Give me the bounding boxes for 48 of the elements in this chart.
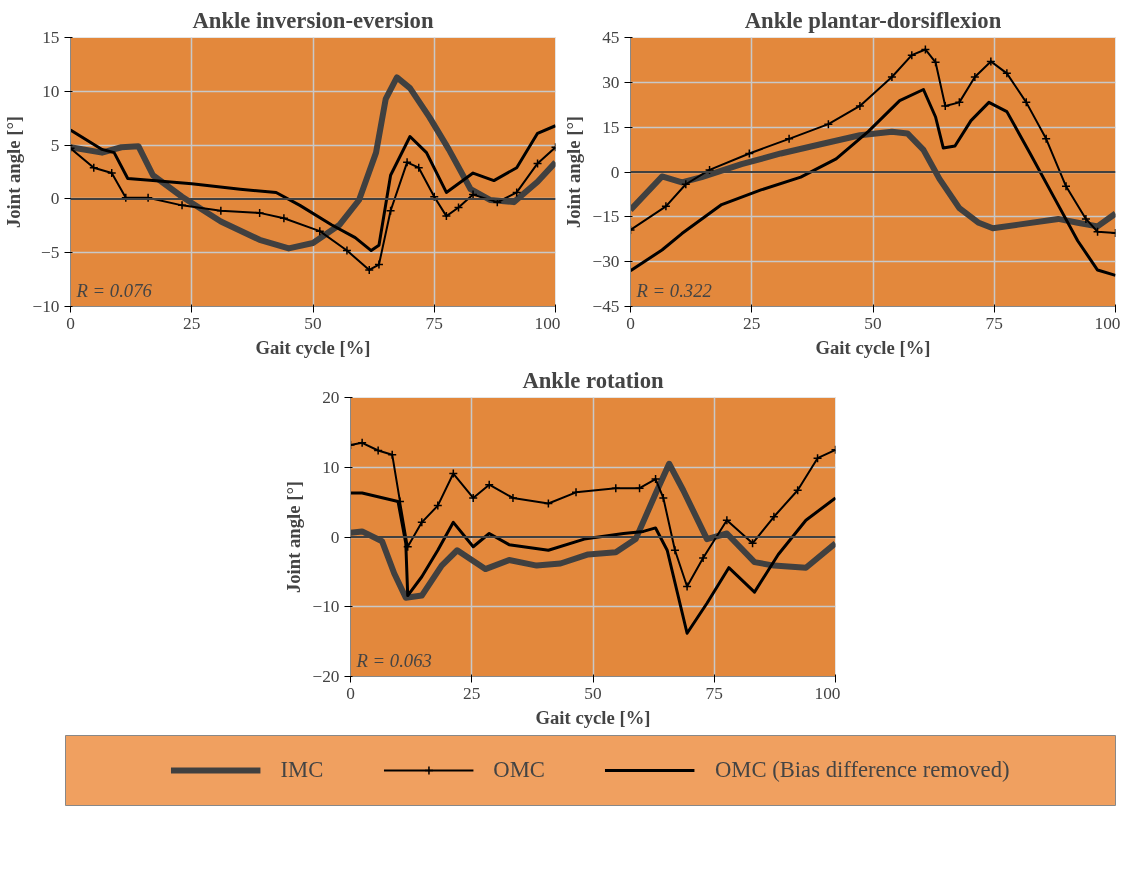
y-tick-label: 0 <box>50 189 60 209</box>
y-tick-label: −30 <box>592 252 620 272</box>
x-tick-label: 75 <box>425 313 443 333</box>
x-tick-label: 50 <box>304 313 322 333</box>
y-tick-label: 15 <box>602 117 620 137</box>
x-axis-title: Gait cycle [%] <box>815 336 931 358</box>
y-tick-label: 10 <box>42 81 60 101</box>
x-tick-label: 25 <box>743 313 761 333</box>
y-tick-label: −10 <box>32 297 60 316</box>
x-tick-label: 50 <box>584 683 602 703</box>
chart-title: Ankle plantar-dorsiflexion <box>744 7 1002 33</box>
x-axis-title: Gait cycle [%] <box>255 336 371 358</box>
annotation: R = 0.076 <box>75 279 153 301</box>
y-tick-label: 0 <box>610 162 620 182</box>
legend-label: IMC <box>280 757 324 783</box>
chart-title: Ankle inversion-eversion <box>192 7 434 33</box>
chart-title: Ankle rotation <box>522 367 664 393</box>
y-tick-label: −10 <box>312 597 340 617</box>
x-axis-title: Gait cycle [%] <box>535 706 651 728</box>
y-tick-label: 15 <box>42 28 60 47</box>
legend-label: OMC <box>493 757 545 783</box>
x-tick-label: 50 <box>864 313 882 333</box>
y-tick-label: 30 <box>602 72 620 92</box>
y-axis-title: Joint angle [°] <box>3 115 25 229</box>
y-tick-label: −20 <box>312 667 340 686</box>
y-tick-label: 10 <box>322 457 340 477</box>
x-tick-label: 75 <box>705 683 723 703</box>
y-axis-title: Joint angle [°] <box>563 115 585 229</box>
annotation: R = 0.322 <box>635 279 712 301</box>
x-tick-label: 75 <box>985 313 1003 333</box>
y-tick-label: −15 <box>592 207 620 227</box>
y-tick-label: 5 <box>50 135 60 155</box>
x-tick-label: 100 <box>1094 313 1121 333</box>
x-tick-label: 100 <box>814 683 841 703</box>
x-tick-label: 25 <box>183 313 201 333</box>
y-tick-label: −45 <box>592 297 620 316</box>
y-tick-label: 20 <box>322 388 340 407</box>
legend-label: OMC (Bias difference removed) <box>714 757 1010 783</box>
y-tick-label: 0 <box>330 527 340 547</box>
x-tick-label: 0 <box>66 313 75 333</box>
x-tick-label: 25 <box>463 683 481 703</box>
annotation: R = 0.063 <box>355 649 432 671</box>
y-tick-label: 45 <box>602 28 620 47</box>
x-tick-label: 0 <box>346 683 355 703</box>
x-tick-label: 0 <box>626 313 635 333</box>
y-tick-label: −5 <box>41 243 60 263</box>
x-tick-label: 100 <box>534 313 561 333</box>
y-axis-title: Joint angle [°] <box>283 480 305 594</box>
